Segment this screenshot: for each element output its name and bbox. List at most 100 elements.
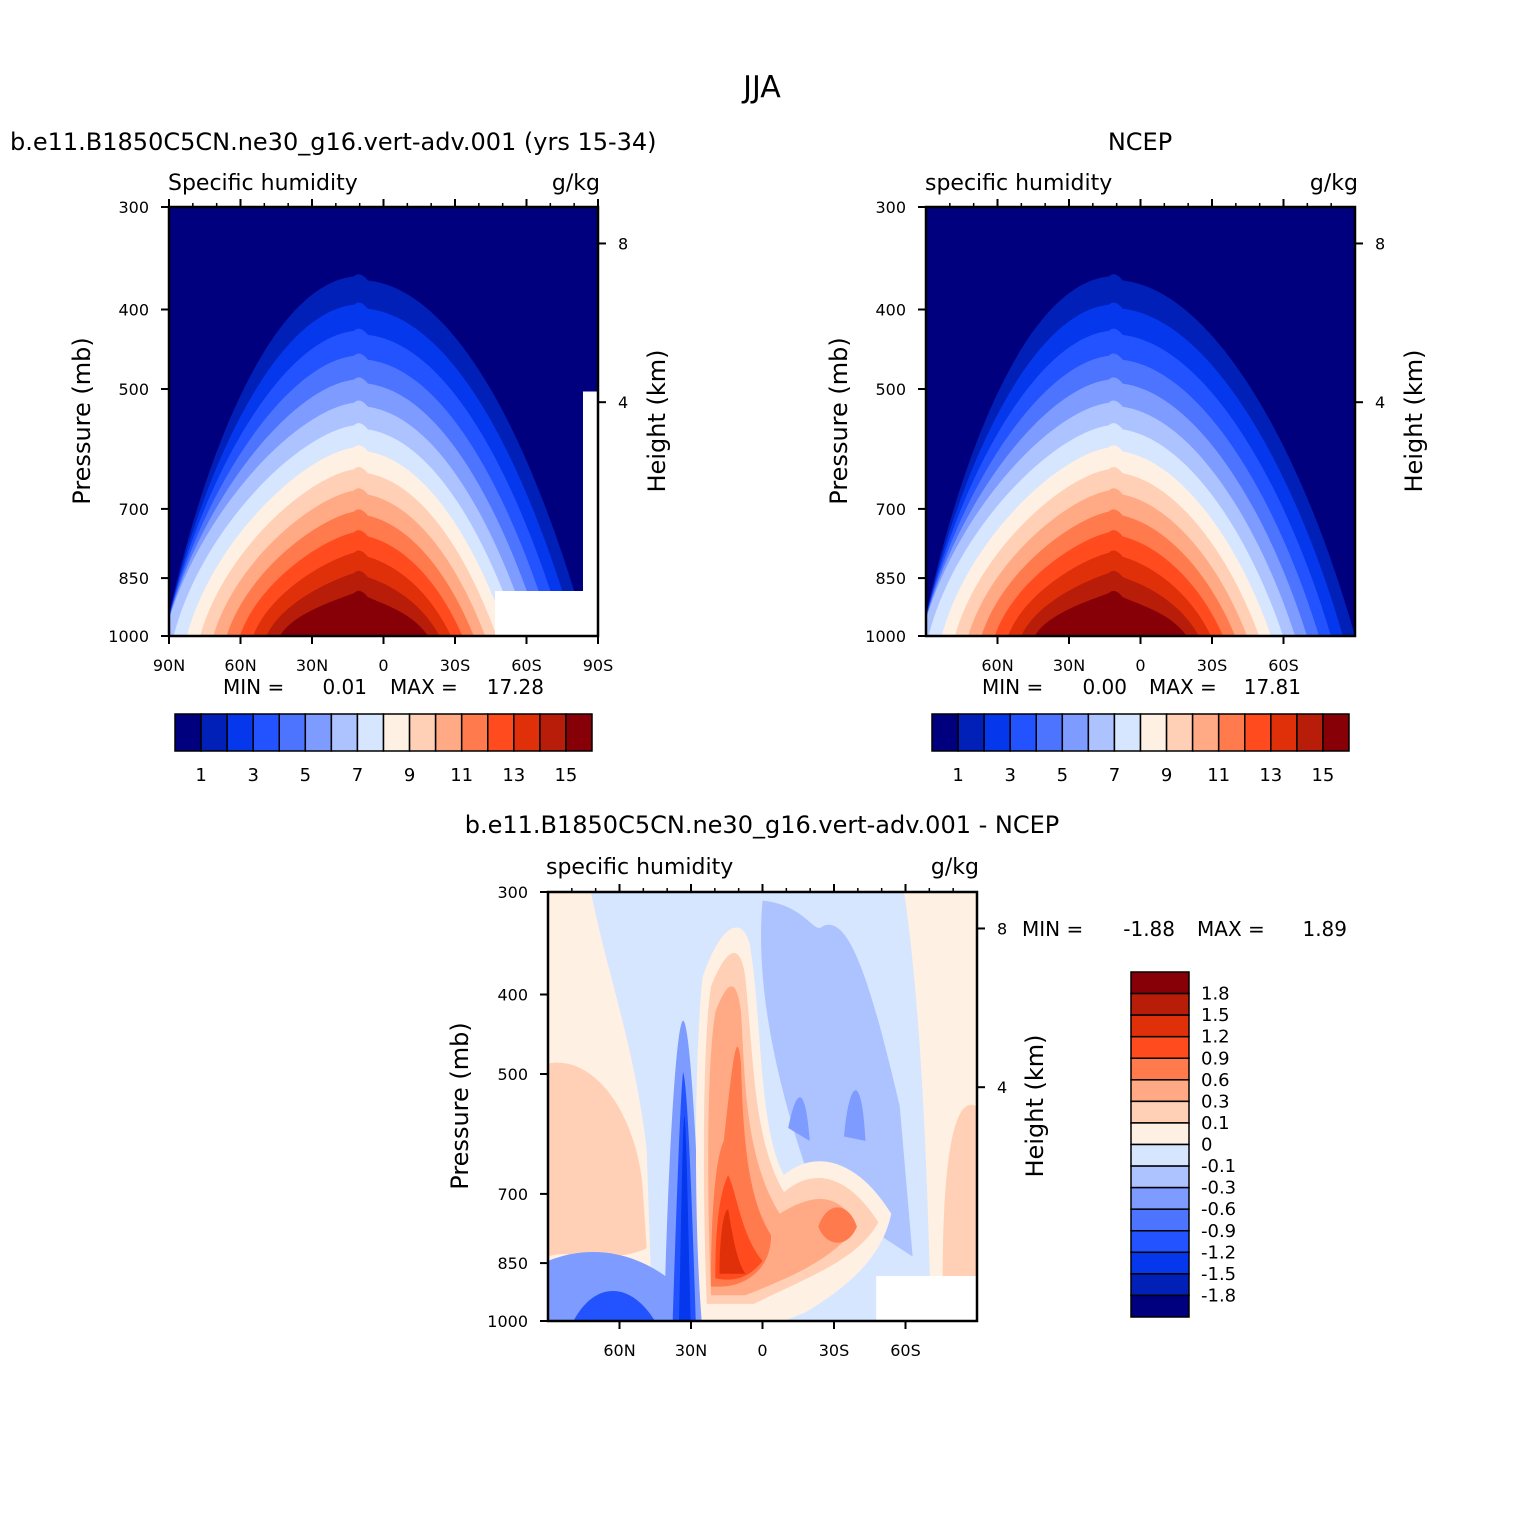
panel-diff-left-string: specific humidity [546,855,733,880]
x-tick-label: 30N [1053,656,1085,675]
diff-sfc-neg-2 [573,1291,655,1321]
x-tick-label: 60N [981,656,1013,675]
diff-nh-pos-2 [548,1062,647,1257]
panel-ncep-colorbar: 1 3 5 7 9 11 13 15 [931,713,1350,786]
x-tick-label: 60S [1268,656,1299,675]
colorbar-box [1130,1208,1190,1232]
diff-sh-pos-2 [942,1104,977,1279]
colorbar-label: 0.9 [1201,1048,1230,1069]
colorbar-box [1061,713,1090,752]
colorbar-box [382,713,411,752]
colorbar-box [1165,713,1194,752]
y-tick-label: 850 [118,569,149,588]
y-tick-label: 300 [875,198,906,217]
diff-sh-neg-2 [788,1097,810,1141]
colorbar-box [200,713,228,752]
colorbar-label: -0.3 [1201,1178,1236,1199]
colorbar-box [487,713,515,752]
colorbar-label: 0 [1201,1135,1212,1156]
colorbar-label: -0.1 [1201,1156,1236,1177]
colorbar-label: 1.8 [1201,984,1230,1005]
colorbar-box [434,713,463,752]
colorbar-label: 11 [1207,765,1230,786]
right-tick-label: 8 [1375,234,1385,253]
colorbar-label: 13 [1259,765,1282,786]
x-tick-label: 60S [511,656,542,675]
panel-diff-max-label: MAX = [1197,917,1265,941]
colorbar-box [1130,1100,1190,1124]
colorbar-box [1130,971,1190,995]
colorbar-box [1191,713,1220,752]
panel-ncep-max-label: MAX = [1149,675,1217,699]
colorbar-box [1130,1143,1190,1167]
x-tick-label: 30N [675,1341,707,1360]
panel-diff-max-value: 1.89 [1302,917,1347,941]
colorbar-label: 1 [952,765,963,786]
x-tick-label: 0 [1135,656,1145,675]
panel-model-title: b.e11.B1850C5CN.ne30_g16.vert-adv.001 (y… [10,128,657,156]
panel-ncep-left-string: specific humidity [925,171,1112,196]
colorbar-label: 5 [1057,765,1068,786]
colorbar-box [1130,1230,1190,1254]
panel-ncep-min-value: 0.00 [1082,675,1127,699]
colorbar-box [1217,713,1246,752]
colorbar-label: -1.2 [1201,1242,1236,1263]
x-tick-label: 60N [224,656,256,675]
panel-ncep-title: NCEP [1108,128,1172,156]
y-tick-label: 700 [118,500,149,519]
y-tick-label: 1000 [865,627,906,646]
y-tick-label: 400 [497,986,528,1005]
colorbar-box [304,713,333,752]
colorbar-box [539,713,567,752]
x-tick-label: 90S [583,656,614,675]
colorbar-box [1130,1186,1190,1210]
right-tick-label: 4 [997,1078,1007,1097]
panel-diff-ylabel: Pressure (mb) [446,1022,474,1189]
missing-data-region [876,1275,977,1321]
colorbar-box [1130,1079,1190,1103]
x-tick-label: 0 [757,1341,767,1360]
x-tick-label: 60S [890,1341,921,1360]
colorbar-box [460,713,489,752]
y-tick-label: 1000 [108,627,149,646]
level-fill-16 [280,590,428,636]
colorbar-box [408,713,437,752]
panel-diff-min-value: -1.88 [1123,917,1175,941]
colorbar-label: 1.5 [1201,1005,1230,1026]
panel-model-right-string: g/kg [552,171,600,196]
colorbar-label: 1.2 [1201,1027,1230,1048]
x-tick-label: 30S [819,1341,850,1360]
right-tick-label: 4 [618,393,628,412]
y-tick-label: 500 [118,380,149,399]
colorbar-box [1130,1014,1190,1038]
colorbar-label: -0.6 [1201,1199,1236,1220]
panel-ncep-ylabel-right: Height (km) [1400,350,1428,493]
panel-diff-colorbar: 1.81.51.20.90.60.30.10-0.1-0.3-0.6-0.9-1… [1130,971,1236,1318]
colorbar-box [983,713,1011,752]
colorbar-label: 7 [1109,765,1120,786]
colorbar-label: -1.8 [1201,1285,1236,1306]
colorbar-box [226,713,254,752]
panel-ncep-contour-field [926,207,1355,636]
colorbar-box [513,713,541,752]
y-tick-label: 400 [875,301,906,320]
x-tick-label: 30N [296,656,328,675]
colorbar-box [1130,1273,1190,1297]
colorbar-box [1322,713,1350,752]
colorbar-label: 13 [502,765,525,786]
colorbar-label: 9 [1161,765,1172,786]
colorbar-label: 1 [195,765,206,786]
panel-diff-right-string: g/kg [931,855,979,880]
y-tick-label: 850 [875,569,906,588]
right-tick-label: 4 [1375,393,1385,412]
diff-sh-neg-3 [844,1090,866,1141]
panel-diff-min-label: MIN = [1022,917,1083,941]
colorbar-label: 0.3 [1201,1091,1230,1112]
diff-trop-neg-3 [679,1115,691,1321]
colorbar-box [1296,713,1324,752]
right-tick-label: 8 [618,234,628,253]
diff-sh-pos-core [818,1207,857,1243]
panel-model-min-label: MIN = [223,675,284,699]
y-tick-label: 400 [118,301,149,320]
